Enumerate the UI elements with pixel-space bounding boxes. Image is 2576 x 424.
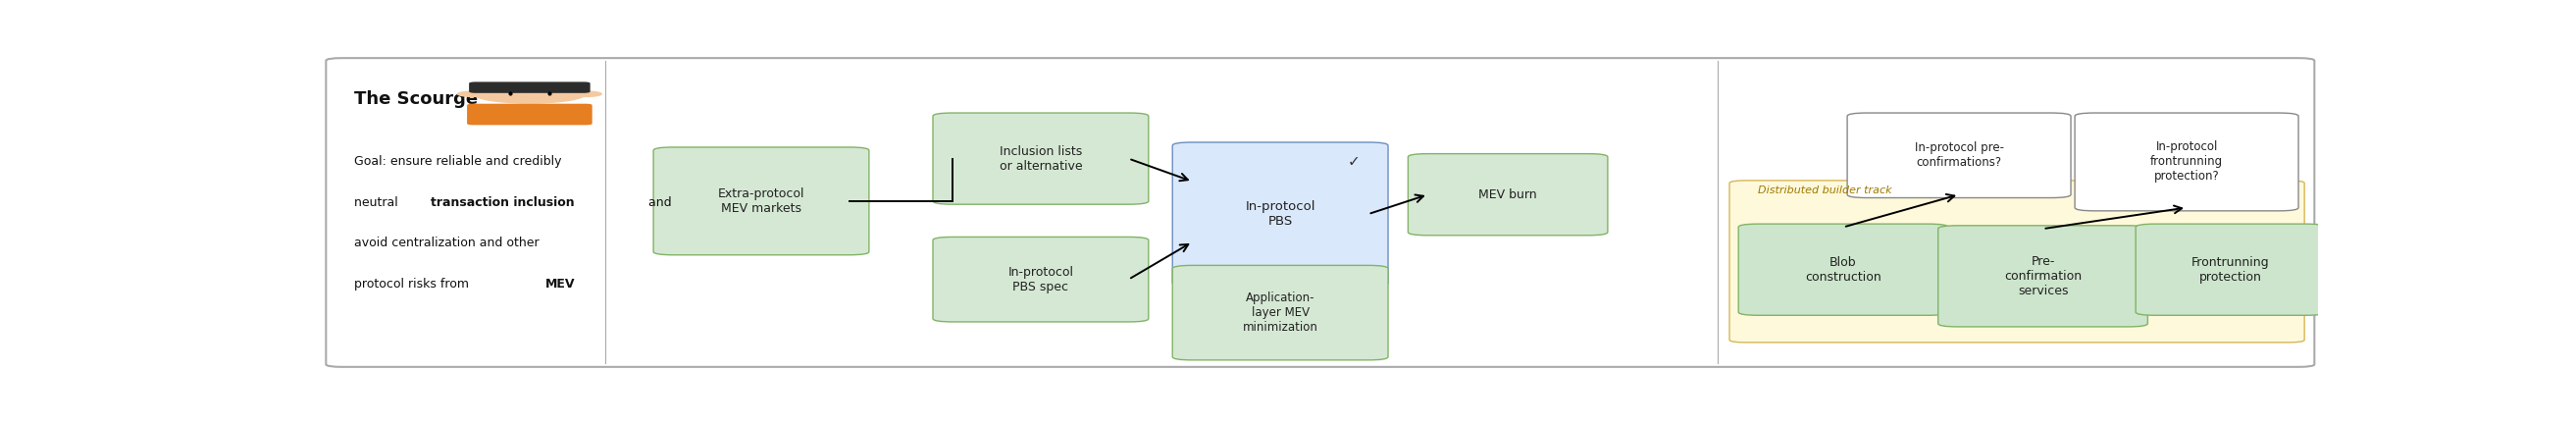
- FancyBboxPatch shape: [469, 83, 590, 92]
- Text: MEV burn: MEV burn: [1479, 188, 1538, 201]
- FancyBboxPatch shape: [1172, 142, 1388, 286]
- FancyBboxPatch shape: [1409, 154, 1607, 235]
- FancyBboxPatch shape: [933, 237, 1149, 322]
- Text: In-protocol
PBS: In-protocol PBS: [1244, 201, 1316, 228]
- Text: Frontrunning
protection: Frontrunning protection: [2192, 256, 2269, 283]
- Text: In-protocol
frontrunning
protection?: In-protocol frontrunning protection?: [2151, 141, 2223, 183]
- Text: Extra-protocol
MEV markets: Extra-protocol MEV markets: [719, 187, 804, 215]
- Text: and: and: [644, 196, 672, 209]
- Text: Distributed builder track: Distributed builder track: [1757, 186, 1891, 195]
- Circle shape: [569, 91, 603, 97]
- FancyBboxPatch shape: [327, 58, 2313, 367]
- Text: MEV: MEV: [546, 278, 574, 290]
- FancyBboxPatch shape: [469, 104, 592, 124]
- FancyBboxPatch shape: [2074, 113, 2298, 211]
- FancyBboxPatch shape: [1172, 265, 1388, 360]
- Text: Inclusion lists
or alternative: Inclusion lists or alternative: [999, 145, 1082, 173]
- FancyBboxPatch shape: [1739, 224, 1947, 315]
- Text: In-protocol
PBS spec: In-protocol PBS spec: [1007, 266, 1074, 293]
- Text: avoid centralization and other: avoid centralization and other: [353, 237, 538, 250]
- FancyBboxPatch shape: [654, 147, 868, 255]
- Circle shape: [459, 91, 489, 97]
- Text: Application-
layer MEV
minimization: Application- layer MEV minimization: [1242, 292, 1319, 334]
- Circle shape: [474, 85, 585, 103]
- Text: Goal: ensure reliable and credibly: Goal: ensure reliable and credibly: [353, 155, 562, 168]
- Text: neutral: neutral: [353, 196, 402, 209]
- FancyBboxPatch shape: [1847, 113, 2071, 198]
- Text: Blob
construction: Blob construction: [1806, 256, 1880, 283]
- FancyBboxPatch shape: [1937, 226, 2148, 327]
- Text: Pre-
confirmation
services: Pre- confirmation services: [2004, 255, 2081, 297]
- FancyBboxPatch shape: [1728, 181, 2306, 343]
- Text: protocol risks from: protocol risks from: [353, 278, 471, 290]
- Text: The Scourge: The Scourge: [353, 90, 477, 108]
- Text: transaction inclusion: transaction inclusion: [430, 196, 574, 209]
- FancyBboxPatch shape: [933, 113, 1149, 204]
- Text: ✓: ✓: [1347, 154, 1360, 168]
- Text: In-protocol pre-
confirmations?: In-protocol pre- confirmations?: [1914, 142, 2004, 169]
- FancyBboxPatch shape: [2136, 224, 2326, 315]
